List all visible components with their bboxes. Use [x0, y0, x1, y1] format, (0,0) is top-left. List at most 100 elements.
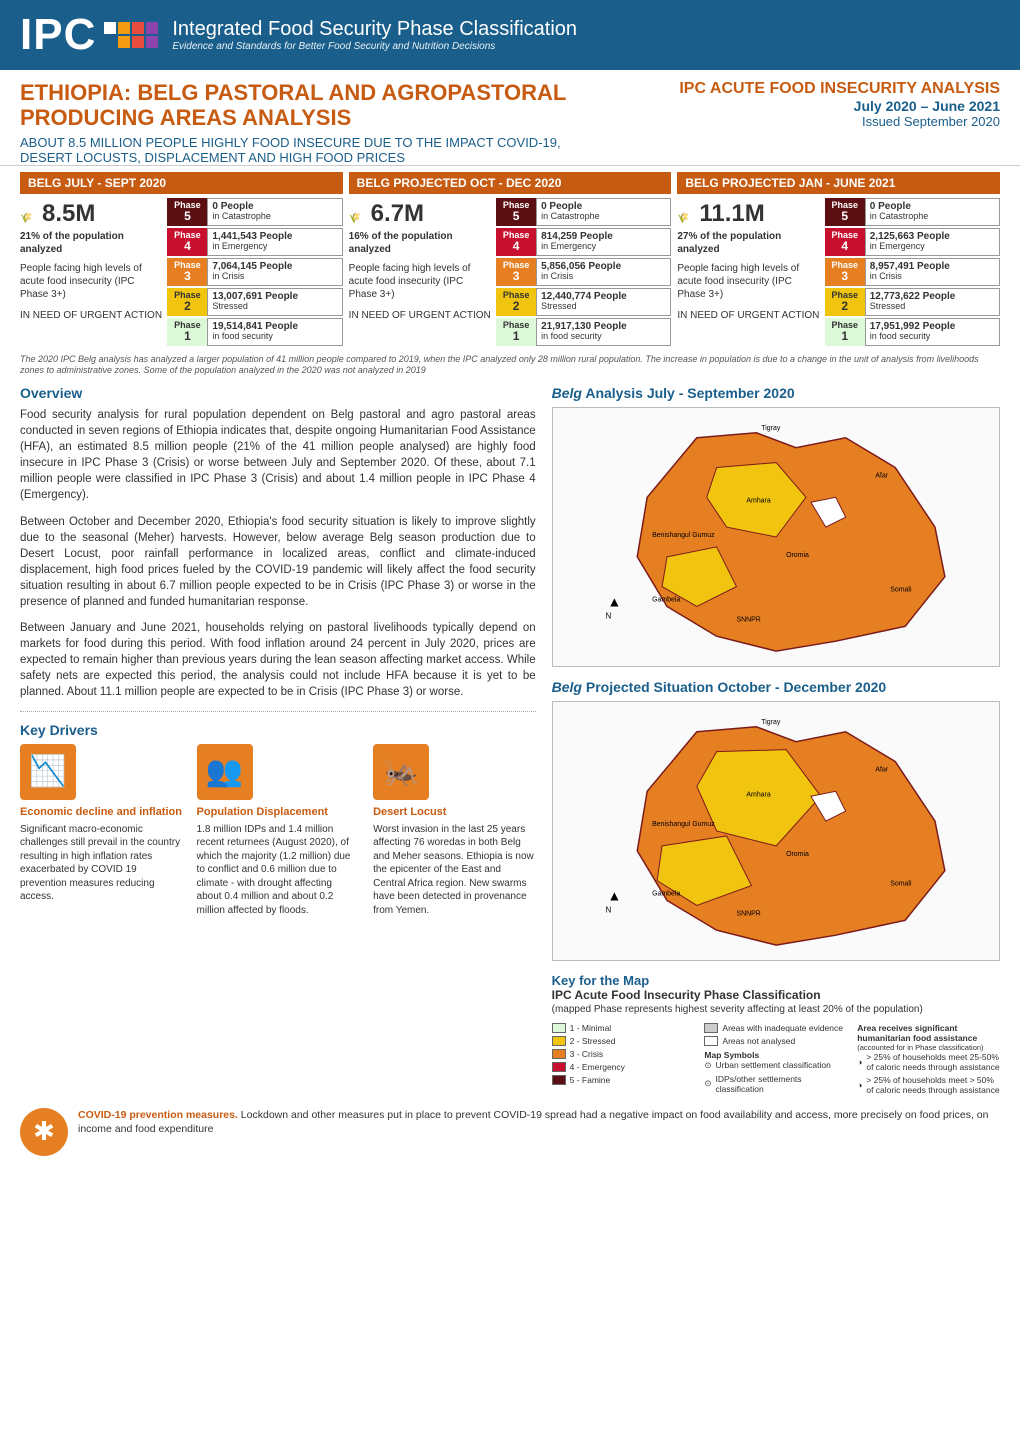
- legend-item: 4 - Emergency: [552, 1062, 695, 1072]
- legend-item: 5 - Famine: [552, 1075, 695, 1085]
- legend-item: Areas not analysed: [704, 1036, 847, 1046]
- divider: [20, 711, 536, 712]
- main-title: ETHIOPIA: BELG PASTORAL AND AGROPASTORAL…: [20, 80, 608, 131]
- phase-row: Phase3 8,957,491 Peoplein Crisis: [825, 258, 1000, 286]
- phase-badge: Phase1: [496, 318, 536, 346]
- phase-text: 0 Peoplein Catastrophe: [865, 198, 1000, 226]
- svg-text:Oromia: Oromia: [786, 851, 809, 858]
- region-label: Benishangul Gumuz: [652, 532, 715, 539]
- issued-date: Issued September 2020: [608, 114, 1000, 129]
- legend-col3-heading: Area receives significant humanitarian f…: [857, 1023, 1000, 1043]
- driver-title: Economic decline and inflation: [20, 806, 183, 819]
- svg-text:N: N: [605, 611, 611, 620]
- wheat-icon: 🌾: [677, 212, 699, 230]
- header-title: Integrated Food Security Phase Classific…: [172, 18, 577, 41]
- phase-text: 814,259 Peoplein Emergency: [536, 228, 671, 256]
- period-tab: BELG PROJECTED OCT - DEC 2020: [349, 172, 672, 194]
- driver-icon: 📉: [20, 744, 76, 800]
- driver: 👥 Population Displacement 1.8 million ID…: [197, 744, 360, 918]
- period-tabs: BELG JULY - SEPT 2020BELG PROJECTED OCT …: [0, 166, 1020, 198]
- desc: People facing high levels of acute food …: [20, 262, 163, 301]
- phase-text: 5,856,056 Peoplein Crisis: [536, 258, 671, 286]
- overview-p2: Between October and December 2020, Ethio…: [20, 514, 536, 611]
- phase-row: Phase1 17,951,992 Peoplein food security: [825, 318, 1000, 346]
- map2-heading: Belg Projected Situation October - Decem…: [552, 679, 1000, 695]
- phase-badge: Phase3: [496, 258, 536, 286]
- overview-p3: Between January and June 2021, household…: [20, 620, 536, 700]
- svg-text:Afar: Afar: [875, 766, 888, 773]
- svg-text:Amhara: Amhara: [746, 791, 770, 798]
- pct-label: 27% of the population analyzed: [677, 230, 820, 256]
- snapshot: 🌾11.1M 27% of the population analyzed Pe…: [677, 198, 1000, 346]
- region-label: Gambela: [652, 596, 680, 603]
- symbol-icon: ⊙: [704, 1060, 711, 1071]
- legend-item: ◑> 25% of households meet > 50% of calor…: [857, 1075, 1000, 1095]
- region-label: Somali: [890, 587, 912, 594]
- phase-text: 8,957,491 Peoplein Crisis: [865, 258, 1000, 286]
- header-text: Integrated Food Security Phase Classific…: [172, 18, 577, 52]
- map-symbols-heading: Map Symbols: [704, 1050, 847, 1060]
- phase-text: 21,917,130 Peoplein food security: [536, 318, 671, 346]
- headline-number: 8.5M: [42, 200, 95, 227]
- region-label: Amhara: [746, 497, 770, 504]
- need-label: IN NEED OF URGENT ACTION: [677, 309, 820, 322]
- legend-item: ⊙Urban settlement classification: [704, 1060, 847, 1071]
- phase-badge: Phase3: [167, 258, 207, 286]
- need-label: IN NEED OF URGENT ACTION: [20, 309, 163, 322]
- phase-badge: Phase2: [825, 288, 865, 316]
- phase-row: Phase5 0 Peoplein Catastrophe: [496, 198, 671, 226]
- key-sub: IPC Acute Food Insecurity Phase Classifi…: [552, 988, 1000, 1002]
- virus-icon: ✱: [20, 1108, 68, 1156]
- driver: 🦗 Desert Locust Worst invasion in the la…: [373, 744, 536, 918]
- phase-badge: Phase5: [825, 198, 865, 226]
- phase-row: Phase2 13,007,691 PeopleStressed: [167, 288, 342, 316]
- phase-text: 7,064,145 Peoplein Crisis: [207, 258, 342, 286]
- header-band: IPC Integrated Food Security Phase Class…: [0, 0, 1020, 70]
- region-label: Tigray: [761, 425, 781, 432]
- legend-item: ⊙IDPs/other settlements classification: [704, 1074, 847, 1094]
- svg-text:▲: ▲: [607, 887, 621, 903]
- col-left: Overview Food security analysis for rura…: [20, 385, 536, 1098]
- pct-label: 21% of the population analyzed: [20, 230, 163, 256]
- drivers-heading: Key Drivers: [20, 722, 536, 738]
- headline-number: 11.1M: [699, 200, 764, 227]
- content-row: Overview Food security analysis for rura…: [0, 385, 1020, 1098]
- phase-badge: Phase1: [167, 318, 207, 346]
- phase-text: 0 Peoplein Catastrophe: [536, 198, 671, 226]
- desc: People facing high levels of acute food …: [349, 262, 492, 301]
- logo-grid-icon: [104, 22, 158, 48]
- phase-row: Phase4 814,259 Peoplein Emergency: [496, 228, 671, 256]
- logo-text: IPC: [20, 10, 96, 60]
- logo: IPC: [20, 10, 158, 60]
- overview-heading: Overview: [20, 385, 536, 401]
- driver: 📉 Economic decline and inflation Signifi…: [20, 744, 183, 918]
- svg-text:Tigray: Tigray: [761, 719, 781, 726]
- driver-title: Population Displacement: [197, 806, 360, 819]
- phase-row: Phase1 19,514,841 Peoplein food security: [167, 318, 342, 346]
- svg-text:Benishangul Gumuz: Benishangul Gumuz: [652, 821, 715, 828]
- legend-item: 2 - Stressed: [552, 1036, 695, 1046]
- phase-text: 17,951,992 Peoplein food security: [865, 318, 1000, 346]
- covid-block: ✱ COVID-19 prevention measures. Lockdown…: [0, 1098, 1020, 1176]
- phase-badge: Phase4: [825, 228, 865, 256]
- map-1: Tigray Afar Amhara Benishangul Gumuz Oro…: [552, 407, 1000, 667]
- bag-icon: ◑: [857, 1080, 862, 1090]
- legend: 1 - Minimal2 - Stressed3 - Crisis4 - Eme…: [552, 1023, 1000, 1098]
- phase-text: 2,125,663 Peoplein Emergency: [865, 228, 1000, 256]
- phase-badge: Phase5: [167, 198, 207, 226]
- phase-badge: Phase2: [167, 288, 207, 316]
- legend-col3-note: (accounted for in Phase classification): [857, 1043, 1000, 1052]
- map1-heading: Belg Analysis July - September 2020: [552, 385, 1000, 401]
- phase-row: Phase2 12,440,774 PeopleStressed: [496, 288, 671, 316]
- phase-badge: Phase1: [825, 318, 865, 346]
- ethiopia-map-icon: Tigray Afar Amhara Benishangul Gumuz Oro…: [553, 408, 999, 666]
- legend-item: 3 - Crisis: [552, 1049, 695, 1059]
- north-arrow-icon: ▲: [607, 593, 621, 609]
- phase-text: 12,440,774 PeopleStressed: [536, 288, 671, 316]
- bag-icon: ◑: [857, 1057, 862, 1067]
- svg-text:Somali: Somali: [890, 881, 912, 888]
- region-label: SNNPR: [736, 616, 760, 623]
- header-subtitle: Evidence and Standards for Better Food S…: [172, 41, 577, 52]
- footnote: The 2020 IPC Belg analysis has analyzed …: [0, 346, 1020, 385]
- analysis-period: July 2020 – June 2021: [608, 98, 1000, 114]
